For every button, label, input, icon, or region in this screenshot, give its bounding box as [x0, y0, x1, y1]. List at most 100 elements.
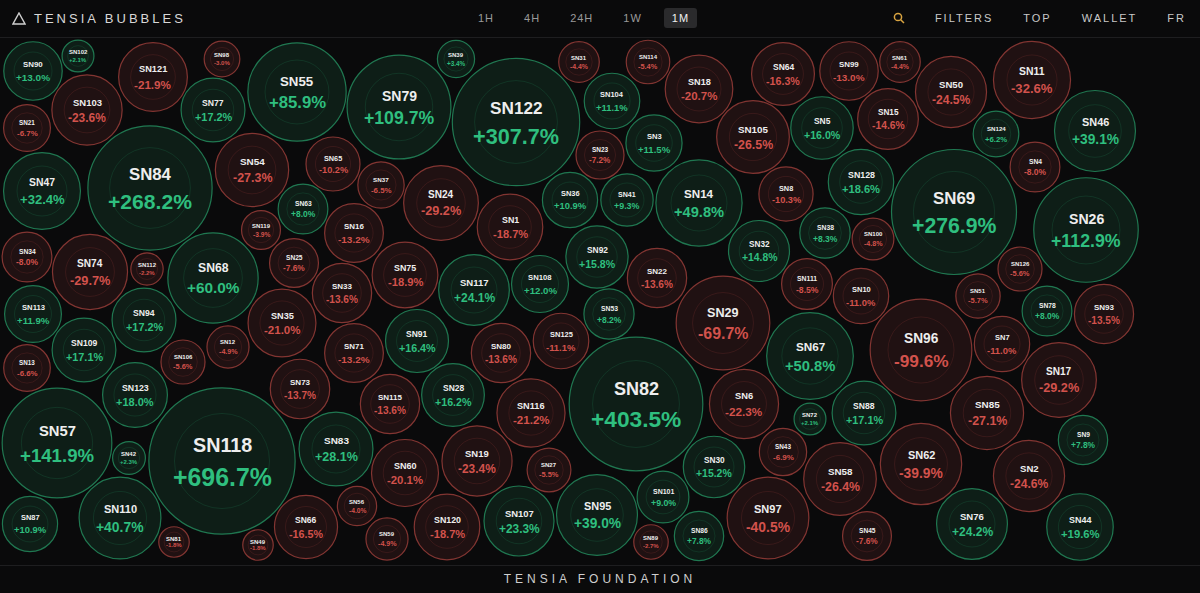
svg-text:-11.0%: -11.0%	[987, 345, 1017, 356]
svg-text:-26.5%: -26.5%	[734, 138, 773, 152]
svg-text:SN58: SN58	[828, 466, 853, 477]
svg-text:+16.0%: +16.0%	[804, 129, 841, 141]
svg-text:+10.9%: +10.9%	[14, 525, 47, 535]
svg-text:SN37: SN37	[373, 176, 389, 183]
svg-text:SN6: SN6	[735, 391, 753, 401]
svg-text:-27.1%: -27.1%	[968, 414, 1007, 428]
svg-text:-14.6%: -14.6%	[872, 120, 905, 131]
svg-text:SN92: SN92	[587, 245, 608, 255]
svg-text:SN108: SN108	[528, 273, 552, 282]
svg-text:-13.6%: -13.6%	[641, 279, 673, 290]
svg-text:SN28: SN28	[443, 383, 464, 393]
svg-text:+141.9%: +141.9%	[20, 445, 94, 466]
svg-text:-10.3%: -10.3%	[772, 195, 801, 205]
svg-text:SN57: SN57	[39, 423, 76, 439]
svg-text:SN82: SN82	[614, 379, 659, 399]
svg-text:SN111: SN111	[797, 275, 817, 282]
svg-text:-7.6%: -7.6%	[856, 536, 878, 546]
svg-text:-8.0%: -8.0%	[1024, 167, 1047, 177]
svg-text:SN121: SN121	[139, 64, 167, 74]
svg-text:SN13: SN13	[19, 359, 35, 366]
svg-text:SN2: SN2	[1020, 463, 1039, 474]
svg-text:+11.9%: +11.9%	[17, 315, 50, 326]
svg-text:SN12: SN12	[220, 339, 236, 345]
svg-text:+39.1%: +39.1%	[1072, 132, 1119, 147]
svg-text:-13.5%: -13.5%	[1088, 315, 1120, 326]
svg-text:SN59: SN59	[379, 531, 395, 537]
svg-text:SN31: SN31	[571, 55, 587, 61]
svg-text:+2.1%: +2.1%	[69, 57, 87, 63]
svg-text:SN99: SN99	[839, 60, 859, 69]
svg-text:-39.9%: -39.9%	[899, 465, 943, 481]
svg-text:-18.7%: -18.7%	[493, 228, 528, 240]
svg-text:-6.5%: -6.5%	[371, 186, 392, 195]
svg-text:-4.9%: -4.9%	[378, 540, 397, 548]
svg-text:-13.2%: -13.2%	[338, 234, 370, 245]
svg-text:-7.2%: -7.2%	[589, 156, 611, 165]
svg-text:SN93: SN93	[1094, 303, 1115, 312]
svg-text:SN51: SN51	[970, 288, 986, 294]
svg-text:SN114: SN114	[639, 54, 658, 60]
svg-text:SN125: SN125	[550, 330, 573, 339]
svg-text:SN54: SN54	[240, 156, 265, 167]
svg-text:SN3: SN3	[647, 132, 662, 141]
svg-text:-29.7%: -29.7%	[70, 273, 110, 288]
svg-text:-26.4%: -26.4%	[821, 480, 860, 494]
svg-text:SN102: SN102	[69, 49, 88, 55]
svg-text:SN50: SN50	[939, 79, 963, 90]
svg-text:SN73: SN73	[290, 378, 311, 387]
svg-text:SN39: SN39	[448, 52, 464, 58]
svg-text:SN11: SN11	[1019, 66, 1045, 77]
svg-text:+49.8%: +49.8%	[674, 204, 724, 220]
svg-text:SN90: SN90	[23, 60, 43, 69]
svg-text:SN9: SN9	[1077, 431, 1090, 438]
svg-text:+8.2%: +8.2%	[597, 315, 622, 325]
svg-text:SN68: SN68	[198, 261, 229, 275]
svg-text:+112.9%: +112.9%	[1051, 231, 1121, 251]
svg-text:SN113: SN113	[22, 303, 45, 312]
svg-text:-16.3%: -16.3%	[766, 75, 800, 87]
svg-text:-8.0%: -8.0%	[16, 257, 39, 267]
svg-text:SN36: SN36	[561, 189, 580, 198]
svg-text:SN35: SN35	[271, 311, 294, 321]
svg-text:-23.6%: -23.6%	[68, 111, 106, 125]
svg-text:+8.0%: +8.0%	[291, 209, 316, 219]
svg-text:+60.0%: +60.0%	[187, 279, 240, 296]
svg-text:SN26: SN26	[1069, 211, 1104, 227]
svg-text:SN91: SN91	[406, 329, 428, 339]
svg-text:-4.4%: -4.4%	[891, 63, 909, 70]
svg-text:SN112: SN112	[138, 262, 157, 268]
svg-text:-4.8%: -4.8%	[864, 240, 883, 248]
svg-text:-23.4%: -23.4%	[458, 462, 496, 476]
svg-text:-5.7%: -5.7%	[968, 296, 988, 305]
svg-text:-3.0%: -3.0%	[214, 60, 230, 66]
svg-text:-21.2%: -21.2%	[513, 414, 550, 426]
svg-text:+3.4%: +3.4%	[447, 60, 465, 67]
svg-text:+15.2%: +15.2%	[696, 468, 732, 479]
svg-text:SN101: SN101	[653, 488, 674, 495]
svg-text:SN85: SN85	[975, 399, 1000, 410]
svg-text:SN34: SN34	[19, 248, 36, 255]
svg-text:+18.6%: +18.6%	[842, 183, 880, 195]
svg-text:SN44: SN44	[1069, 515, 1091, 525]
svg-text:+18.0%: +18.0%	[116, 396, 154, 408]
svg-text:-4.4%: -4.4%	[570, 63, 588, 70]
svg-text:-24.6%: -24.6%	[1010, 477, 1049, 491]
svg-text:SN56: SN56	[349, 499, 365, 505]
svg-text:-6.9%: -6.9%	[773, 453, 794, 462]
svg-text:+10.9%: +10.9%	[554, 201, 587, 211]
svg-text:SN84: SN84	[129, 165, 172, 184]
svg-text:+109.7%: +109.7%	[364, 108, 434, 128]
svg-text:+17.1%: +17.1%	[846, 414, 883, 426]
svg-text:SN38: SN38	[817, 224, 834, 231]
svg-text:SN79: SN79	[382, 88, 417, 104]
svg-text:+17.2%: +17.2%	[195, 111, 232, 123]
svg-text:SN106: SN106	[174, 354, 193, 360]
svg-text:+9.0%: +9.0%	[651, 498, 676, 508]
svg-text:SN30: SN30	[704, 455, 725, 465]
svg-text:-20.7%: -20.7%	[681, 90, 717, 102]
svg-text:SN33: SN33	[332, 282, 353, 291]
svg-text:SN16: SN16	[344, 222, 364, 231]
svg-text:SN69: SN69	[933, 189, 975, 208]
svg-text:SN61: SN61	[892, 55, 908, 61]
